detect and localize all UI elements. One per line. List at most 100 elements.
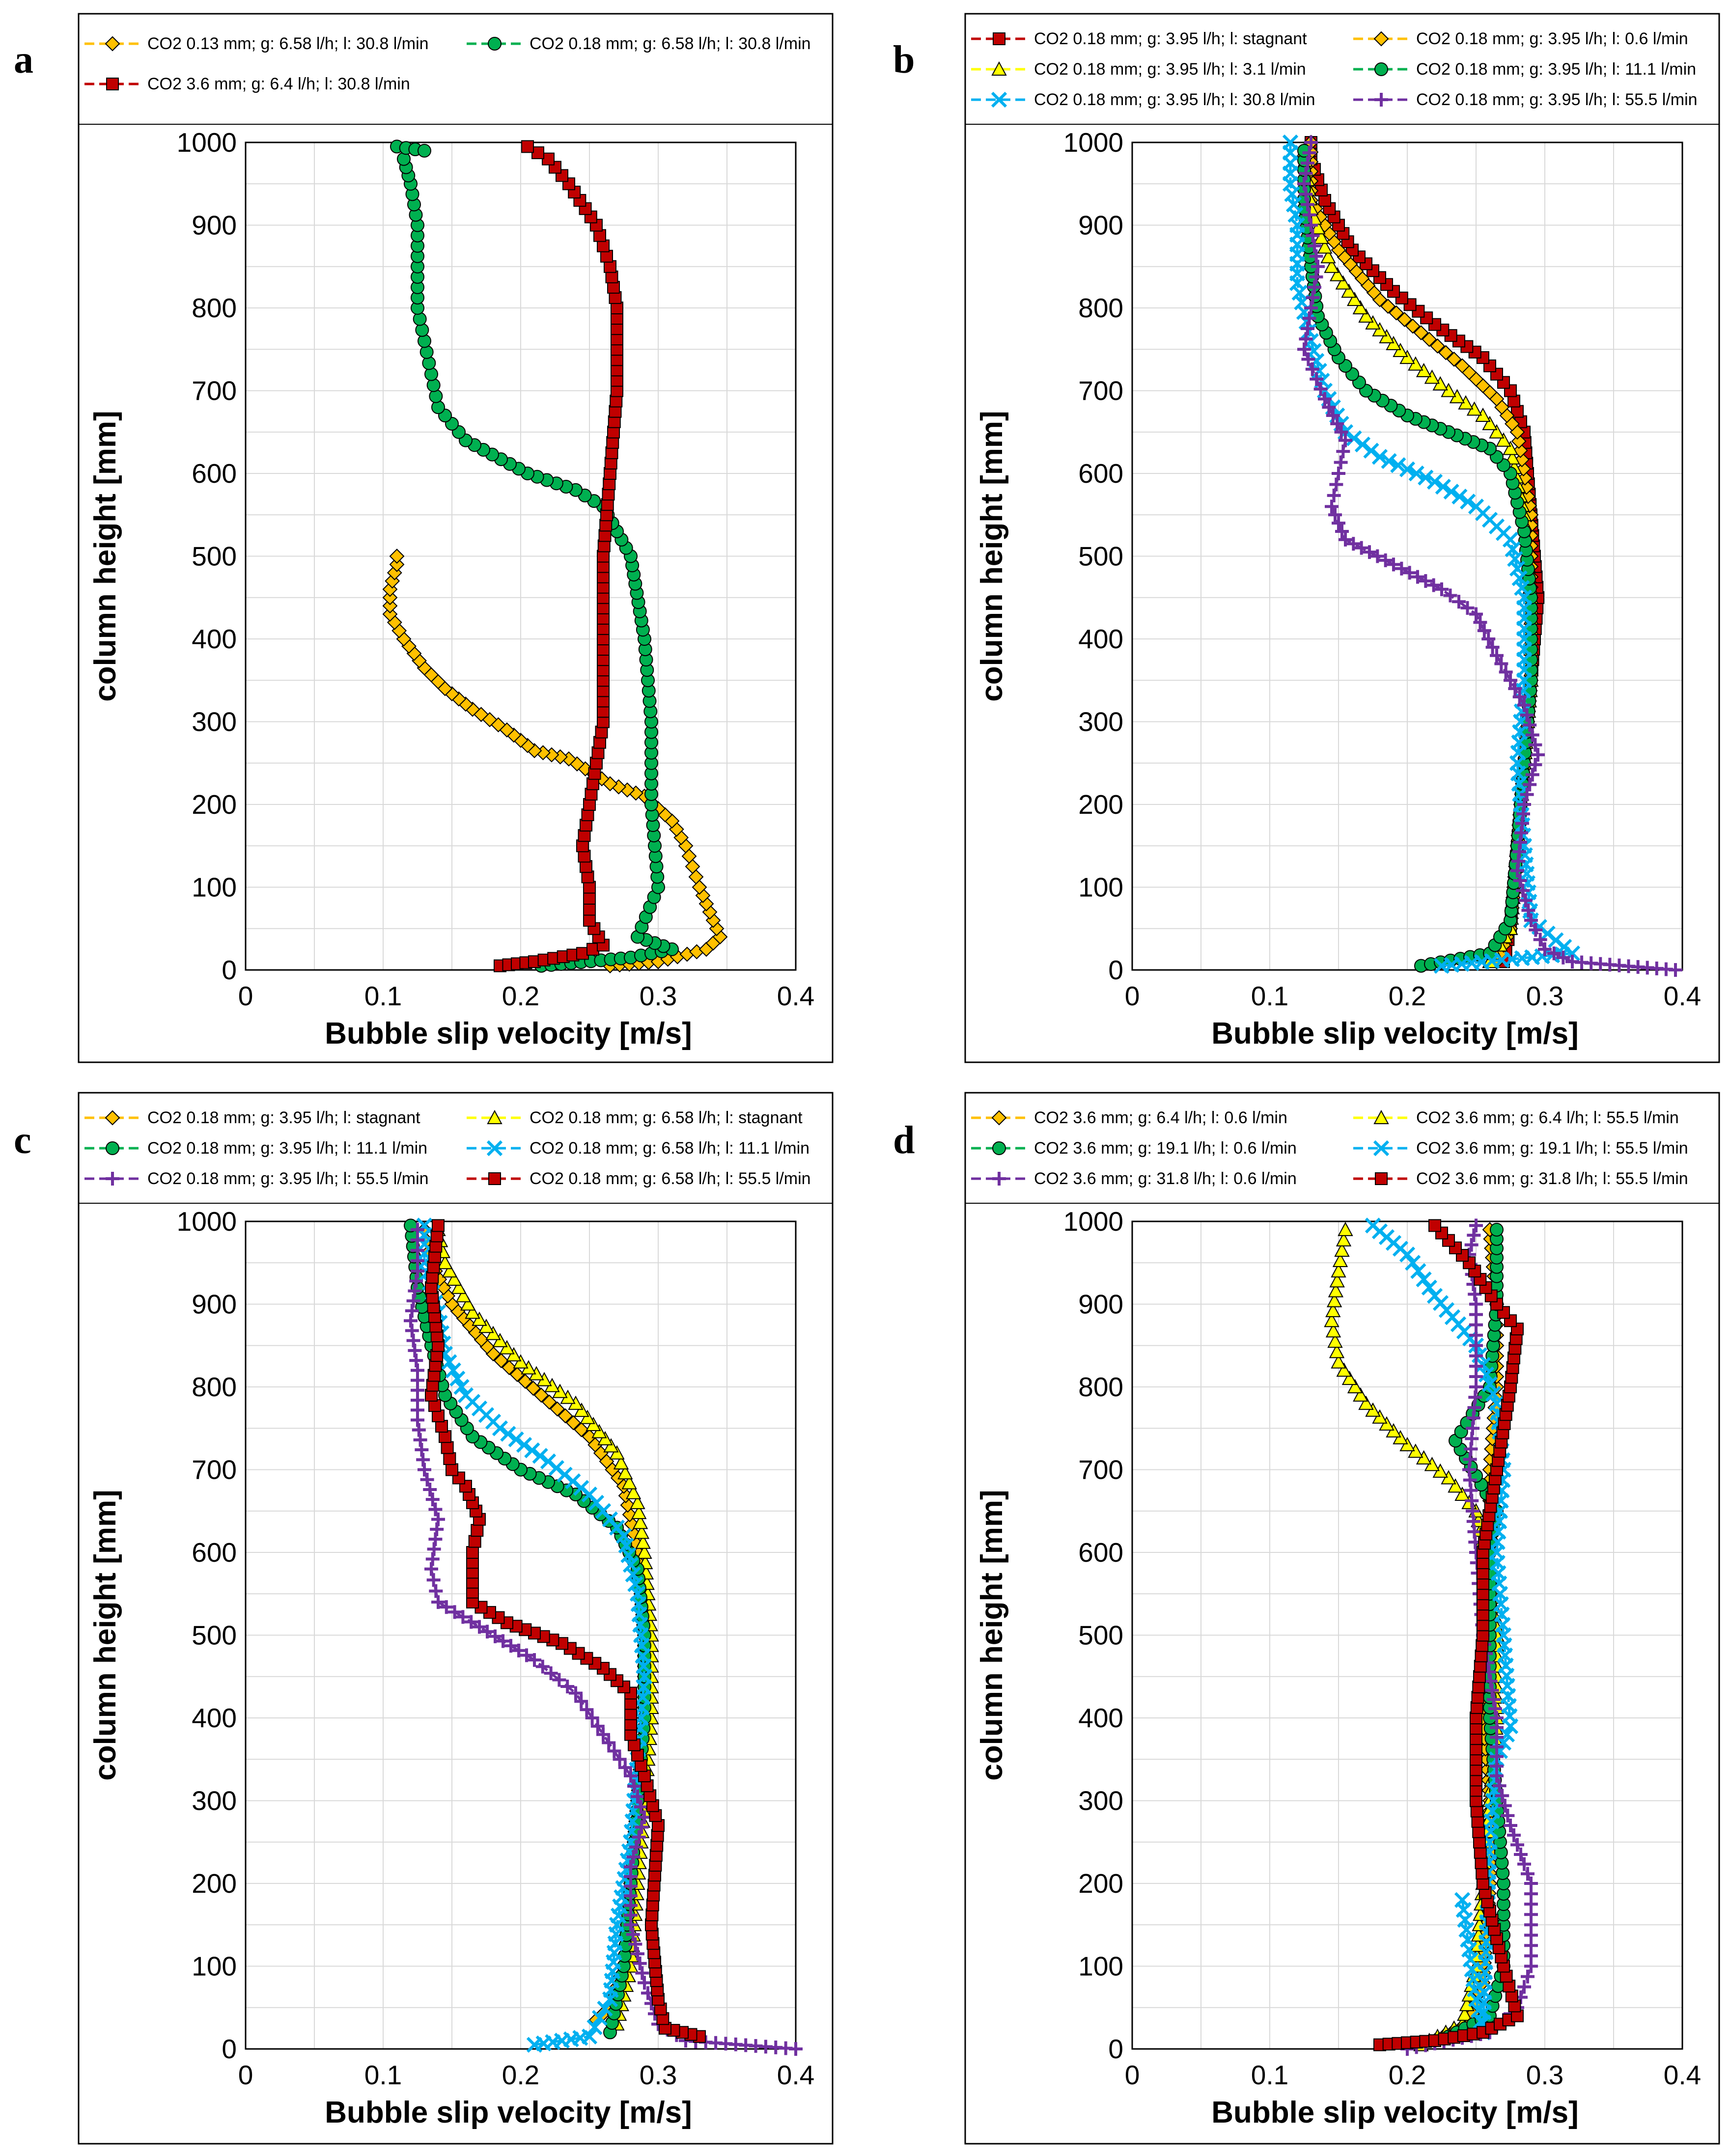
data-point (1328, 1283, 1344, 1298)
data-point (1489, 424, 1505, 439)
data-point (608, 415, 621, 428)
data-point (1396, 312, 1412, 328)
data-point (624, 1769, 638, 1783)
data-point (595, 725, 608, 739)
data-point (583, 881, 596, 894)
data-point (442, 1263, 458, 1278)
y-axis-label: column height [mm] (975, 411, 1009, 701)
data-point (611, 384, 623, 397)
data-point (603, 1438, 619, 1453)
data-point (1325, 1323, 1341, 1338)
series-3 (494, 140, 623, 972)
data-point (1334, 1242, 1350, 1257)
data-point (528, 1653, 541, 1667)
data-point (456, 1610, 470, 1624)
x-tick-label: 0.4 (777, 2060, 814, 2090)
data-point (1485, 1385, 1502, 1402)
data-point (1420, 311, 1433, 325)
data-point (465, 1304, 480, 1319)
data-point (1380, 299, 1396, 314)
data-point (1521, 1867, 1535, 1881)
y-tick-label: 0 (222, 2034, 237, 2064)
data-point (597, 622, 610, 635)
legend-label: CO2 3.6 mm; g: 6.4 l/h; l: 30.8 l/min (147, 75, 410, 93)
data-point (1504, 1314, 1517, 1327)
data-point (1533, 933, 1547, 947)
data-point (1330, 416, 1344, 431)
data-point (520, 1648, 533, 1662)
data-point (426, 378, 441, 392)
data-point (591, 1424, 607, 1438)
data-point (597, 550, 610, 563)
data-point (1393, 1430, 1408, 1444)
data-point (1494, 657, 1508, 671)
data-point (1299, 166, 1313, 181)
data-point (1308, 280, 1321, 294)
data-point (580, 1703, 594, 1717)
data-point (613, 1455, 629, 1470)
data-point (552, 1673, 566, 1687)
data-point (632, 1830, 646, 1844)
data-point (428, 1399, 441, 1412)
data-point (382, 590, 398, 606)
data-point (993, 32, 1005, 45)
data-point (419, 345, 434, 359)
data-point (1473, 615, 1487, 630)
data-point (457, 1387, 474, 1403)
data-point (1328, 508, 1342, 522)
data-point (435, 1420, 448, 1433)
data-point (512, 1643, 526, 1658)
x-axis-label: Bubble slip velocity [m/s] (1211, 2096, 1579, 2129)
data-point (425, 1493, 440, 1507)
data-point (1363, 442, 1379, 459)
data-point (631, 1748, 644, 1762)
data-point (1399, 461, 1416, 477)
data-point (1510, 1838, 1524, 1852)
data-point (485, 1326, 501, 1340)
data-point (1339, 433, 1352, 447)
data-point (597, 601, 610, 614)
data-point (604, 456, 617, 470)
data-point (1410, 1263, 1426, 1279)
data-point (1282, 134, 1299, 151)
x-tick-label: 0.4 (1664, 2060, 1701, 2090)
data-point (1341, 1371, 1358, 1385)
data-point (638, 1976, 651, 1990)
data-point (601, 498, 614, 511)
legend-item: CO2 3.6 mm; g: 6.4 l/h; l: 0.6 l/min (971, 1108, 1287, 1127)
data-point (1499, 665, 1513, 679)
legend-item: CO2 0.18 mm; g: 3.95 l/h; l: stagnant (971, 29, 1307, 48)
y-tick-label: 200 (192, 789, 237, 820)
data-point (447, 1605, 462, 1619)
data-point (1335, 275, 1351, 290)
data-point (1297, 177, 1311, 191)
data-point (106, 1172, 119, 1186)
data-point (1322, 400, 1336, 415)
data-point (1373, 31, 1389, 47)
y-tick-label: 400 (192, 1703, 237, 1733)
data-point (1329, 477, 1343, 492)
data-point (508, 1431, 524, 1447)
x-tick-label: 0.1 (1251, 2060, 1288, 2090)
data-point (1430, 338, 1446, 354)
data-point (624, 1707, 637, 1720)
data-point (1565, 955, 1579, 969)
y-tick-label: 700 (192, 376, 237, 406)
data-point (590, 756, 603, 770)
y-tick-label: 200 (1078, 1868, 1123, 1899)
y-tick-label: 300 (192, 707, 237, 737)
data-point (1379, 1416, 1395, 1431)
data-point (583, 798, 596, 811)
data-point (626, 1927, 640, 1941)
data-point (513, 1354, 529, 1369)
data-point (1471, 1690, 1484, 1704)
data-point (509, 1367, 525, 1382)
panel-label: d (893, 1119, 915, 1162)
data-point (580, 1410, 595, 1424)
data-point (1525, 728, 1539, 742)
data-point (613, 1752, 627, 1767)
data-point (991, 61, 1007, 76)
data-point (1474, 1659, 1487, 1673)
data-point (1354, 541, 1368, 555)
data-point (1521, 1969, 1535, 1984)
